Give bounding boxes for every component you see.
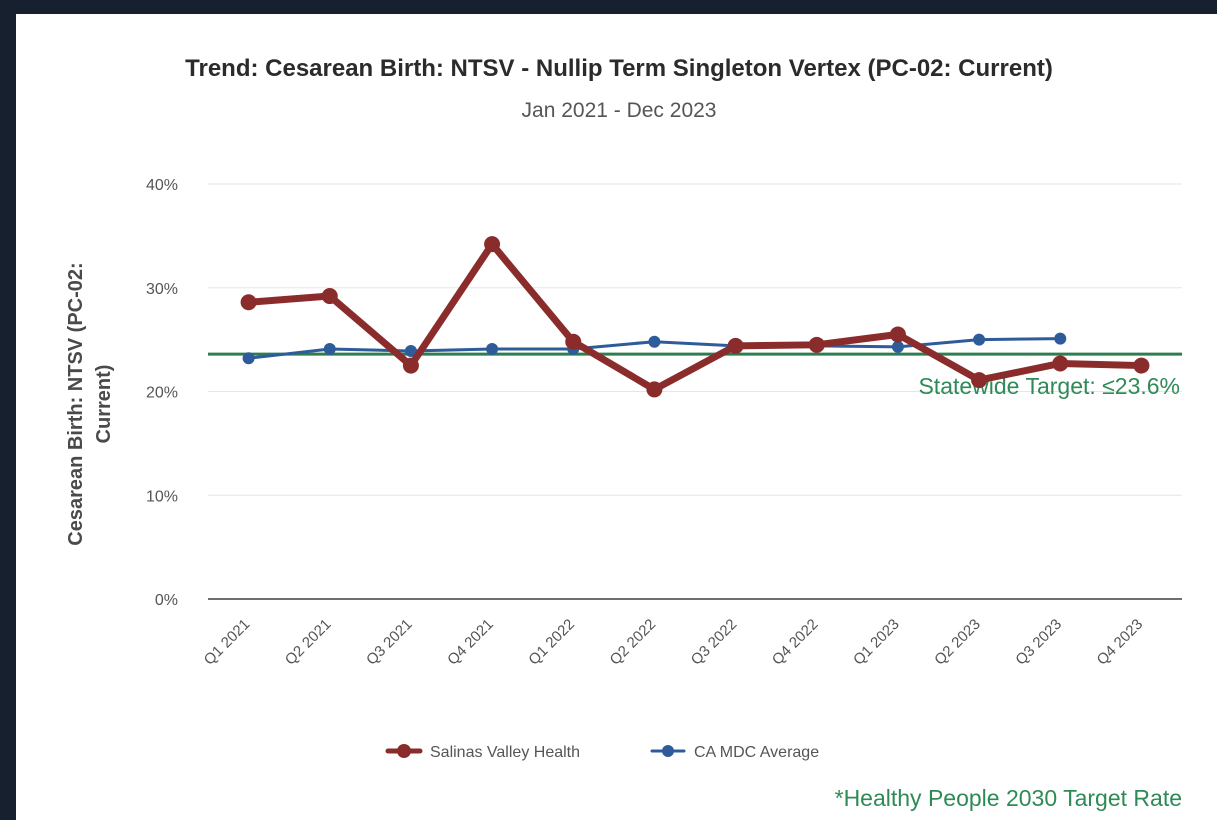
x-tick-label: Q4 2022 <box>769 616 822 669</box>
legend-ca-mdc-label: CA MDC Average <box>694 744 819 761</box>
data-point[interactable] <box>1133 357 1150 374</box>
legend-salinas-marker <box>397 744 411 758</box>
data-point[interactable] <box>404 345 417 358</box>
data-point[interactable] <box>323 342 336 355</box>
x-tick-label: Q2 2023 <box>931 616 984 669</box>
data-point[interactable] <box>727 337 744 354</box>
data-point[interactable] <box>889 326 906 343</box>
x-tick-label: Q2 2021 <box>282 616 335 669</box>
data-point[interactable] <box>648 335 661 348</box>
data-point[interactable] <box>973 333 986 346</box>
data-point[interactable] <box>891 340 904 353</box>
y-tick-label: 20% <box>146 385 178 402</box>
data-point[interactable] <box>646 381 663 398</box>
x-tick-label: Q3 2021 <box>363 616 416 669</box>
y-axis-title: Cesarean Birth: NTSV (PC-02: Current) <box>65 262 115 545</box>
x-tick-label: Q4 2023 <box>1094 616 1147 669</box>
target-line-group: Statewide Target: ≤23.6% <box>208 352 1182 399</box>
y-axis-title-line-1: Cesarean Birth: NTSV (PC-02: <box>65 262 87 545</box>
series-salinas <box>240 236 1150 398</box>
data-point[interactable] <box>565 333 582 350</box>
chart-panel: Trend: Cesarean Birth: NTSV - Nullip Ter… <box>16 14 1217 820</box>
legend-salinas-label: Salinas Valley Health <box>430 744 580 761</box>
series-group <box>240 236 1150 398</box>
legend-item-ca-mdc[interactable]: CA MDC Average <box>650 744 819 761</box>
data-point[interactable] <box>1054 332 1067 345</box>
series-line <box>245 240 1145 393</box>
gridlines <box>208 183 1182 600</box>
target-label: Statewide Target: ≤23.6% <box>918 373 1180 399</box>
footnote: *Healthy People 2030 Target Rate <box>835 785 1182 811</box>
legend: Salinas Valley Health CA MDC Average <box>385 744 819 761</box>
y-axis-title-line-2: Current) <box>93 365 115 444</box>
y-tick-label: 40% <box>146 177 178 194</box>
x-tick-label: Q1 2023 <box>850 616 903 669</box>
chart-canvas: Trend: Cesarean Birth: NTSV - Nullip Ter… <box>65 55 1182 811</box>
y-tick-label: 10% <box>146 488 178 505</box>
data-point[interactable] <box>321 288 338 305</box>
x-axis-ticks: Q1 2021 Q2 2021 Q3 2021 Q4 2021 Q1 2022 Q2 20… <box>201 616 1147 669</box>
data-point[interactable] <box>242 352 255 365</box>
x-tick-label: Q2 2022 <box>607 616 660 669</box>
data-point[interactable] <box>808 336 825 353</box>
x-tick-label: Q3 2023 <box>1012 616 1065 669</box>
x-tick-label: Q4 2021 <box>444 616 497 669</box>
chart-subtitle: Jan 2021 - Dec 2023 <box>522 99 717 122</box>
y-tick-label: 30% <box>146 281 178 298</box>
data-point[interactable] <box>402 357 419 374</box>
x-tick-label: Q3 2022 <box>688 616 741 669</box>
data-point[interactable] <box>971 372 988 389</box>
legend-ca-mdc-marker <box>662 745 674 757</box>
data-point[interactable] <box>240 294 257 311</box>
x-tick-label: Q1 2022 <box>525 616 578 669</box>
data-point[interactable] <box>1052 355 1069 372</box>
data-point[interactable] <box>484 236 501 253</box>
data-point[interactable] <box>486 342 499 355</box>
chart-title: Trend: Cesarean Birth: NTSV - Nullip Ter… <box>185 55 1053 82</box>
legend-item-salinas[interactable]: Salinas Valley Health <box>385 744 580 761</box>
y-axis-ticks: 0% 10% 20% 30% 40% <box>146 177 178 609</box>
x-tick-label: Q1 2021 <box>201 616 254 669</box>
y-tick-label: 0% <box>155 592 178 609</box>
